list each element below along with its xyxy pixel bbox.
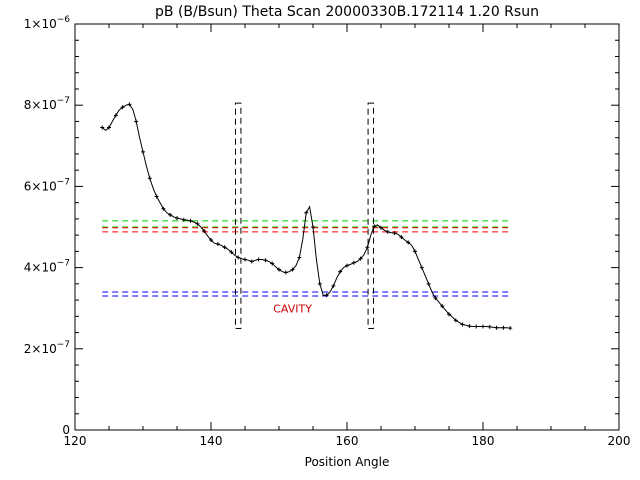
data-point (168, 212, 173, 217)
data-point (188, 218, 193, 223)
data-point (508, 326, 513, 331)
x-tick-label-160: 160 (336, 434, 359, 448)
plot-area: 120 140 160 180 200 0 2×10−7 4×10−7 6×10−7 8×10−7… (24, 15, 631, 448)
data-point (229, 250, 234, 255)
data-point (297, 255, 302, 260)
data-point (317, 281, 322, 286)
data-point (209, 237, 213, 242)
y-tick-label-3: 6×10−7 (24, 177, 70, 193)
data-point (175, 216, 179, 221)
y-tick-label-2: 4×10−7 (24, 259, 70, 275)
y-tick-label-0: 0 (62, 423, 70, 437)
data-point (324, 293, 329, 298)
data-point (290, 267, 295, 272)
data-point (494, 325, 499, 330)
data-point (453, 318, 458, 323)
data-point (195, 221, 200, 226)
data-point (236, 255, 241, 260)
y-tick-label-5: 1×10−6 (24, 15, 71, 31)
y-tick-label-4: 8×10−7 (24, 96, 70, 112)
data-point (249, 259, 254, 264)
data-point (141, 149, 145, 154)
data-point (100, 125, 105, 130)
data-point (134, 119, 139, 124)
data-point (263, 258, 268, 263)
data-point (120, 105, 125, 110)
data-point (487, 324, 492, 329)
data-point (304, 210, 309, 215)
y-tick-label-1: 2×10−7 (24, 340, 70, 356)
data-point (107, 125, 111, 130)
data-point (283, 270, 288, 275)
data-point (440, 304, 445, 309)
data-point (419, 265, 424, 270)
data-point (501, 325, 506, 330)
data-point (331, 283, 336, 288)
data-point (385, 229, 390, 234)
data-point (379, 225, 383, 230)
x-tick-label-120: 120 (64, 434, 87, 448)
data-point (154, 194, 159, 199)
data-point (311, 225, 315, 229)
data-point (277, 267, 281, 272)
data-point (406, 240, 411, 245)
data-point (351, 260, 356, 265)
data-point (222, 245, 227, 250)
data-point (215, 242, 220, 247)
data-point (433, 296, 438, 301)
data-point (256, 257, 261, 262)
selection-box-0 (234, 102, 242, 329)
data-point (243, 257, 247, 262)
data-point (365, 245, 370, 250)
data-point (460, 322, 465, 327)
data-point (338, 269, 343, 274)
data-point (127, 102, 132, 107)
data-point (447, 312, 451, 317)
x-axis-label: Position Angle (305, 455, 390, 469)
data-point (113, 113, 118, 118)
data-point (474, 324, 479, 329)
data-point (161, 206, 166, 211)
data-point (358, 256, 363, 261)
x-tick-label-140: 140 (200, 434, 223, 448)
data-point (392, 231, 397, 236)
data-point (181, 217, 186, 222)
data-point (481, 324, 485, 329)
data-point (147, 176, 152, 181)
data-point (345, 263, 349, 268)
chart-title: pB (B/Bsun) Theta Scan 20000330B.172114 … (155, 4, 539, 20)
x-tick-label-200: 200 (608, 434, 631, 448)
cavity-annotation: CAVITY (273, 302, 312, 315)
data-point (202, 229, 207, 234)
data-point (413, 249, 417, 254)
data-point (270, 261, 275, 266)
selection-box-1 (367, 102, 375, 329)
x-tick-label-180: 180 (472, 434, 495, 448)
data-point (399, 235, 404, 240)
data-point (426, 281, 431, 286)
data-point (372, 224, 377, 229)
data-point (467, 324, 472, 329)
